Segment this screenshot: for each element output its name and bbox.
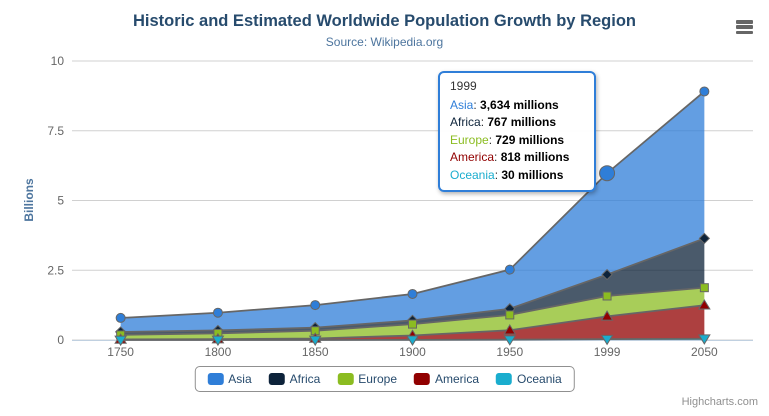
area-america[interactable] [120,305,705,340]
y-axis-label: 2.5 [47,263,64,277]
point-asia-1950[interactable] [504,264,515,275]
point-asia-2050[interactable] [699,86,710,97]
x-axis-label: 1999 [594,345,621,359]
x-axis-label: 1900 [399,345,426,359]
credits-link[interactable]: Highcharts.com [681,396,758,408]
legend-item-oceania[interactable]: Oceania [496,372,562,386]
legend-label: Africa [289,372,321,386]
point-africa-2050[interactable] [698,232,711,245]
legend-label: Europe [358,372,398,386]
point-america-1950[interactable] [503,324,517,335]
point-africa-1999[interactable] [601,268,613,281]
point-asia-1850[interactable] [310,300,321,311]
tooltip-row: America: 818 millions [450,150,570,165]
x-axis-label: 1950 [496,345,523,359]
legend-item-africa[interactable]: Africa [268,372,321,386]
point-europe-1900[interactable] [408,319,417,329]
tooltip: 1999 Asia: 3,634 millions Africa: 767 mil… [438,71,596,193]
tooltip-series-name: Africa [450,115,481,130]
y-axis-label: 0 [57,333,64,347]
tooltip-series-value: 3,634 millions [480,98,559,112]
point-asia-1800[interactable] [212,307,223,318]
tooltip-series-value: 729 millions [495,132,565,147]
x-axis-label: 1800 [205,345,232,359]
legend-label: America [435,372,480,386]
legend-swatch [414,373,431,385]
y-axis-label: 5 [57,194,64,208]
legend: Asia Africa Europe America Oceania [194,366,575,392]
tooltip-row: Oceania: 30 millions [450,167,564,182]
point-asia-1999[interactable] [599,165,616,182]
legend-label: Asia [228,372,252,386]
tooltip-series-value: 30 millions [501,167,564,182]
point-america-1999[interactable] [600,310,614,321]
legend-swatch [337,373,354,385]
legend-item-asia[interactable]: Asia [207,372,252,386]
point-oceania-1850[interactable] [308,335,322,347]
tooltip-series-name: Europe [450,132,489,147]
point-europe-1999[interactable] [602,291,612,301]
point-asia-1750[interactable] [115,312,126,323]
tooltip-series-value: 818 millions [500,150,570,165]
point-asia-1900[interactable] [407,288,418,299]
point-oceania-1999[interactable] [600,334,614,346]
point-oceania-2050[interactable] [697,334,711,345]
chart-subtitle: Source: Wikipedia.org [325,35,444,49]
legend-item-europe[interactable]: Europe [337,372,397,386]
tooltip-header: 1999 [450,79,477,93]
point-oceania-1950[interactable] [503,335,517,346]
point-america-2050[interactable] [697,299,711,310]
legend-label: Oceania [517,372,562,386]
legend-swatch [207,373,224,385]
y-axis-label: 7.5 [47,124,64,138]
area-africa[interactable] [120,238,705,335]
point-europe-2050[interactable] [699,283,709,293]
y-axis-title: Billions [22,178,36,222]
legend-swatch [268,373,285,385]
tooltip-series-name: Asia [450,98,474,112]
y-axis-label: 10 [51,54,65,68]
area-asia[interactable] [120,91,705,332]
legend-item-america[interactable]: America [414,372,479,386]
x-axis-label: 2050 [691,345,718,359]
point-oceania-1800[interactable] [211,335,225,347]
tooltip-row: Europe: 729 millions [450,132,565,147]
point-oceania-1750[interactable] [114,335,128,347]
x-axis-label: 1750 [107,345,134,359]
chart-title: Historic and Estimated Worldwide Populat… [133,12,636,30]
hamburger-icon [736,20,753,35]
point-oceania-1900[interactable] [406,335,419,346]
tooltip-row: Africa: 767 millions [450,115,557,130]
tooltip-series-name: America [450,150,495,165]
legend-swatch [496,373,513,385]
export-menu-button[interactable] [736,20,753,36]
point-europe-1950[interactable] [505,310,515,320]
tooltip-series-name: Oceania [450,167,495,182]
tooltip-series-value: 767 millions [487,115,557,130]
x-axis-label: 1850 [302,345,329,359]
tooltip-row: Asia: 3,634 millions [450,98,559,112]
